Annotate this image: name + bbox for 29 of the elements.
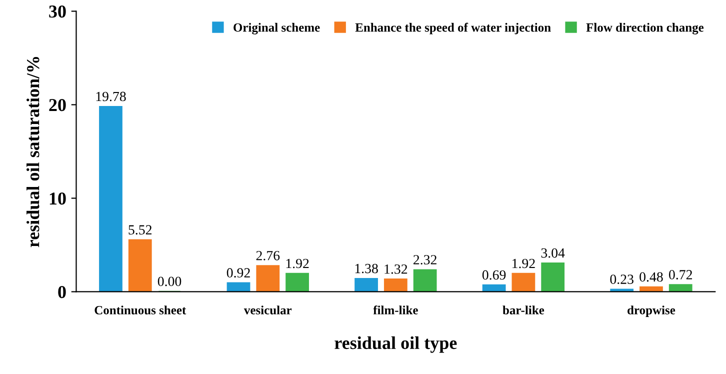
y-tick-label: 30 (49, 5, 66, 18)
data-label: 2.76 (256, 250, 280, 260)
data-label: 3.04 (541, 248, 565, 258)
data-label: 0.92 (226, 268, 250, 278)
data-label: 1.92 (512, 258, 535, 268)
data-label: 19.78 (96, 92, 126, 102)
x-tick-label: film-like (373, 305, 418, 314)
y-axis-title: residual oil saturation/% (26, 57, 40, 248)
data-label: 1.38 (355, 264, 378, 274)
x-tick-label: vesicular (244, 306, 292, 314)
data-label: 0.48 (640, 272, 663, 282)
legend-label: Flow direction change (586, 22, 704, 34)
y-tick-label: 20 (49, 98, 66, 112)
data-label: 1.92 (286, 258, 309, 268)
data-label: 0.23 (610, 274, 634, 284)
data-label: 0.00 (158, 276, 182, 286)
data-label: 0.72 (668, 270, 692, 280)
x-tick-label: dropwise (628, 306, 676, 317)
y-tick-label: 0 (58, 286, 66, 298)
data-label: 0.69 (482, 270, 506, 280)
x-tick-label: bar-like (502, 306, 544, 314)
legend-label: Enhance the speed of water injection (355, 22, 551, 34)
x-tick-label: Continuous sheet (94, 306, 186, 314)
x-axis-title: residual oil type (334, 336, 457, 353)
data-label: 1.32 (384, 264, 408, 274)
data-label: 2.32 (414, 255, 436, 264)
legend-label: Original scheme (234, 22, 320, 34)
data-label: 5.52 (128, 225, 152, 235)
y-tick-label: 10 (50, 192, 66, 205)
